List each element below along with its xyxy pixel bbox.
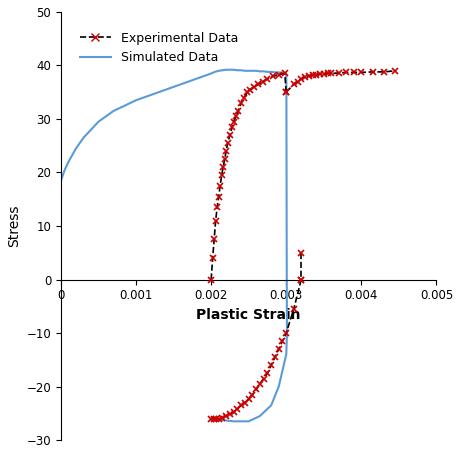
Y-axis label: Stress: Stress <box>7 205 21 247</box>
X-axis label: Plastic Strain: Plastic Strain <box>196 308 300 322</box>
Legend: Experimental Data, Simulated Data: Experimental Data, Simulated Data <box>74 27 243 69</box>
